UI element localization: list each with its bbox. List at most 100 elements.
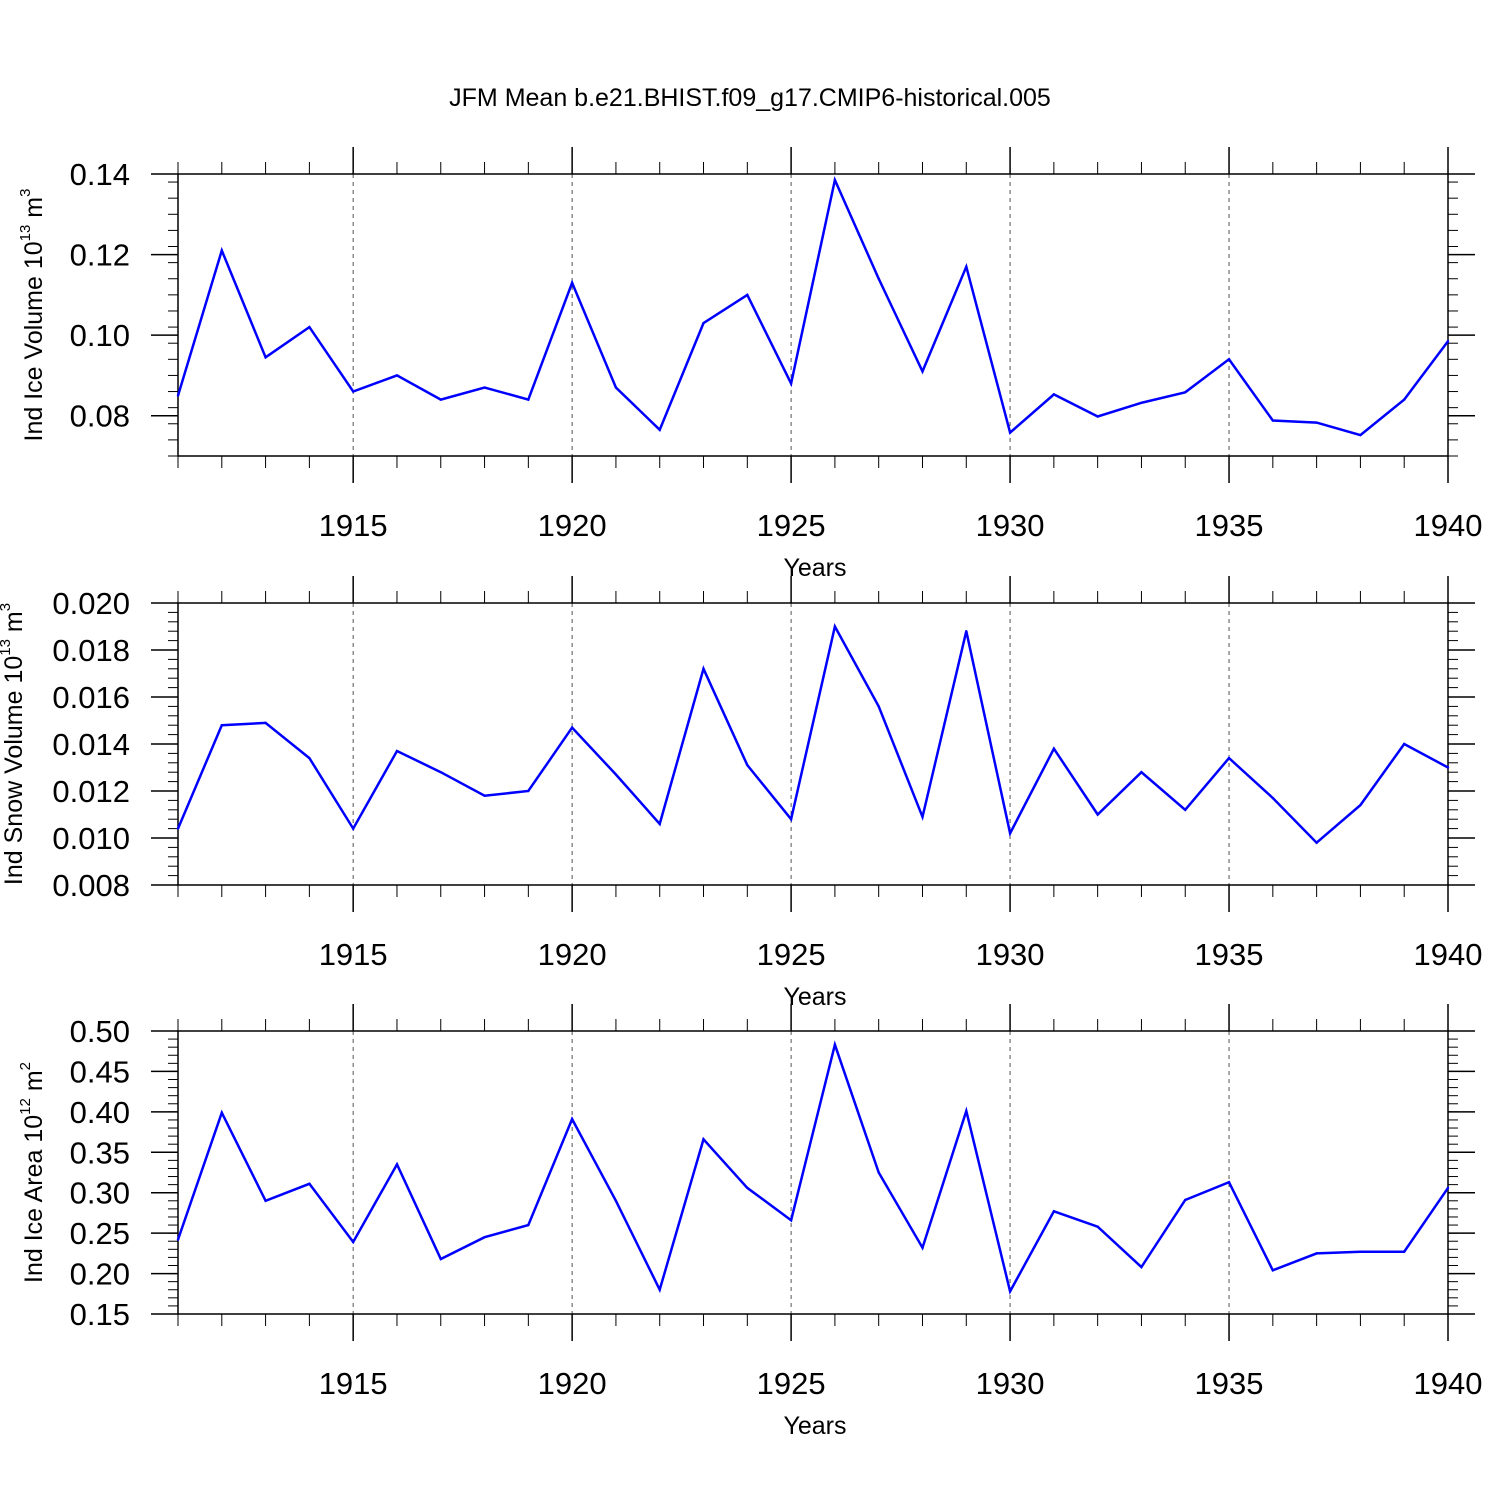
y-tick-label: 0.35 bbox=[70, 1135, 130, 1170]
data-point bbox=[965, 1109, 968, 1113]
y-tick-label: 0.012 bbox=[52, 774, 130, 809]
series-line bbox=[176, 175, 1449, 437]
data-point bbox=[1359, 803, 1362, 807]
x-tick-label: 1935 bbox=[1195, 937, 1264, 972]
data-point bbox=[965, 630, 968, 633]
x-tick-label: 1920 bbox=[538, 1366, 607, 1401]
data-point bbox=[658, 1288, 661, 1291]
plot-frame bbox=[177, 173, 1449, 457]
x-tick-label: 1920 bbox=[538, 937, 607, 972]
data-point bbox=[1096, 415, 1099, 418]
y-tick-label: 0.010 bbox=[52, 821, 130, 856]
data-point bbox=[965, 265, 968, 268]
data-point bbox=[658, 428, 661, 432]
data-point bbox=[833, 625, 837, 628]
data-point bbox=[1403, 1250, 1406, 1253]
data-point bbox=[1008, 832, 1012, 835]
data-point bbox=[746, 293, 749, 297]
data-point bbox=[1271, 419, 1275, 422]
data-point bbox=[1227, 358, 1231, 361]
y-axis-label: Ind Ice Volume 1013 m3 bbox=[17, 189, 48, 442]
data-point bbox=[527, 398, 530, 401]
data-point bbox=[395, 749, 399, 753]
data-point bbox=[1359, 433, 1362, 437]
data-point bbox=[614, 1199, 618, 1203]
x-tick-label: 1915 bbox=[319, 1366, 388, 1401]
data-point bbox=[1184, 808, 1187, 811]
data-point bbox=[746, 1186, 749, 1190]
data-point bbox=[877, 277, 880, 280]
data-point bbox=[1052, 747, 1056, 750]
plot-frame bbox=[177, 1030, 1449, 1315]
data-point bbox=[833, 1043, 837, 1046]
data-point bbox=[220, 724, 223, 727]
x-tick-label: 1930 bbox=[976, 1366, 1045, 1401]
data-point bbox=[789, 382, 793, 385]
data-point bbox=[1184, 391, 1187, 394]
data-point bbox=[1446, 339, 1450, 343]
data-point bbox=[921, 815, 924, 819]
y-tick-label: 0.20 bbox=[70, 1257, 130, 1292]
x-tick-label: 1930 bbox=[976, 508, 1045, 543]
data-point bbox=[351, 390, 355, 393]
data-point bbox=[1271, 796, 1275, 800]
x-axis-label: Years bbox=[783, 983, 846, 1011]
data-point bbox=[1008, 431, 1012, 434]
data-point bbox=[1359, 1250, 1362, 1253]
y-tick-label: 0.50 bbox=[70, 1014, 130, 1049]
x-tick-label: 1915 bbox=[319, 508, 388, 543]
data-point bbox=[1140, 771, 1143, 774]
data-point bbox=[439, 1257, 442, 1261]
data-point bbox=[1315, 421, 1318, 424]
x-tick-label: 1935 bbox=[1195, 508, 1264, 543]
y-axis-label: Ind Snow Volume 1013 m3 bbox=[0, 603, 28, 885]
data-point bbox=[395, 1163, 399, 1166]
data-point bbox=[877, 705, 880, 708]
data-point bbox=[1446, 766, 1450, 769]
y-tick-label: 0.25 bbox=[70, 1216, 130, 1251]
data-point bbox=[789, 818, 793, 821]
data-point bbox=[439, 771, 442, 774]
data-point bbox=[264, 1199, 267, 1203]
data-point bbox=[351, 827, 355, 830]
x-tick-label: 1925 bbox=[757, 508, 826, 543]
data-point bbox=[921, 1246, 924, 1249]
data-point bbox=[702, 667, 705, 670]
data-point bbox=[308, 1182, 311, 1186]
data-point bbox=[1315, 841, 1318, 844]
data-point bbox=[220, 249, 223, 252]
data-point bbox=[220, 1111, 223, 1114]
y-tick-label: 0.018 bbox=[52, 633, 130, 668]
data-point bbox=[614, 386, 618, 389]
y-tick-label: 0.10 bbox=[70, 318, 130, 353]
data-point bbox=[351, 1240, 355, 1244]
x-axis-label: Years bbox=[783, 1412, 846, 1440]
data-point bbox=[439, 398, 442, 401]
data-point bbox=[702, 1138, 705, 1141]
data-point bbox=[1140, 1265, 1143, 1269]
x-tick-label: 1920 bbox=[538, 508, 607, 543]
data-point bbox=[308, 325, 311, 329]
data-point bbox=[483, 794, 486, 797]
data-point bbox=[570, 1117, 574, 1121]
data-point bbox=[483, 386, 486, 389]
data-point bbox=[1403, 398, 1406, 401]
data-point bbox=[1315, 1252, 1318, 1255]
y-tick-label: 0.016 bbox=[52, 680, 130, 715]
y-tick-label: 0.14 bbox=[70, 157, 130, 192]
data-point bbox=[264, 356, 267, 359]
data-point bbox=[1227, 756, 1231, 760]
data-point bbox=[395, 374, 399, 377]
y-tick-label: 0.15 bbox=[70, 1297, 130, 1332]
data-point bbox=[1446, 1186, 1450, 1190]
series-line bbox=[176, 1040, 1450, 1295]
x-tick-label: 1915 bbox=[319, 937, 388, 972]
chart-panel-1: 0.08 0.10 0.12 0.14 1915 1920 1925 1930 1935 1940… bbox=[17, 147, 1482, 582]
data-point bbox=[1008, 1290, 1012, 1293]
y-tick-label: 0.014 bbox=[52, 727, 130, 762]
data-point bbox=[1271, 1269, 1275, 1272]
y-tick-label: 0.12 bbox=[70, 238, 130, 273]
data-point bbox=[614, 773, 618, 776]
y-tick-label: 0.30 bbox=[70, 1176, 130, 1211]
